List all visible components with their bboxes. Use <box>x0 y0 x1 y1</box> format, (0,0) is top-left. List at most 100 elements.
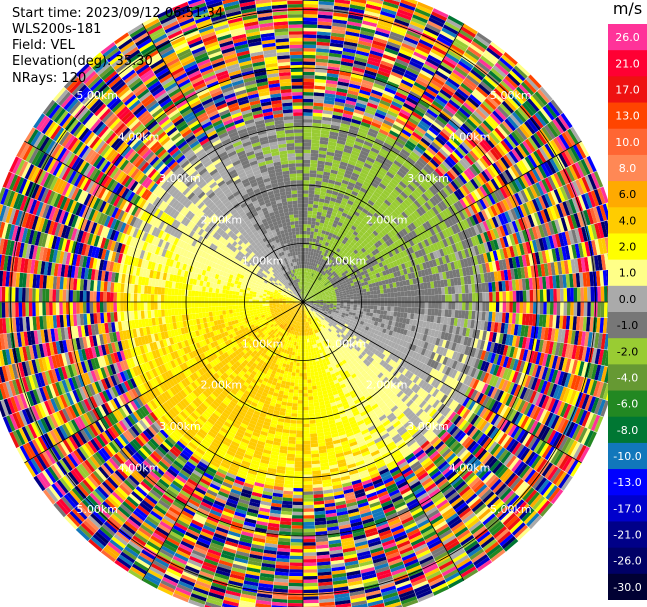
velocity-gate <box>531 338 538 351</box>
velocity-gate <box>309 365 314 370</box>
velocity-gate <box>459 434 469 445</box>
velocity-gate <box>560 372 568 387</box>
velocity-gate <box>574 345 581 360</box>
velocity-gate <box>553 451 564 466</box>
velocity-gate <box>365 315 370 320</box>
velocity-gate <box>583 302 588 317</box>
velocity-gate <box>550 489 564 505</box>
velocity-gate <box>502 406 512 419</box>
velocity-gate <box>419 389 427 398</box>
velocity-gate <box>406 389 414 397</box>
velocity-gate <box>322 305 327 307</box>
velocity-gate <box>306 335 309 339</box>
velocity-gate <box>417 354 424 362</box>
velocity-gate <box>573 302 578 316</box>
velocity-gate <box>505 394 514 407</box>
velocity-gate <box>492 302 497 312</box>
velocity-gate <box>313 395 319 400</box>
velocity-gate <box>363 305 368 309</box>
velocity-gate <box>384 302 388 307</box>
velocity-gate <box>571 424 582 440</box>
velocity-gate <box>429 351 436 360</box>
velocity-gate <box>428 336 434 344</box>
velocity-gate <box>509 302 513 313</box>
velocity-gate <box>405 318 410 325</box>
velocity-gate <box>376 309 381 315</box>
velocity-gate <box>497 466 509 479</box>
velocity-gate <box>574 330 580 345</box>
velocity-gate <box>502 345 509 356</box>
velocity-gate <box>329 307 333 310</box>
velocity-gate <box>586 316 591 332</box>
velocity-gate <box>482 453 493 465</box>
velocity-gate <box>438 323 444 332</box>
velocity-gate <box>322 320 326 324</box>
velocity-gate <box>400 312 404 318</box>
velocity-gate <box>419 371 427 380</box>
velocity-gate <box>362 311 367 316</box>
velocity-gate <box>303 373 307 377</box>
velocity-gate <box>536 440 547 455</box>
velocity-gate <box>478 302 483 312</box>
velocity-gate <box>295 345 299 350</box>
velocity-gate <box>530 455 542 469</box>
velocity-gate <box>467 412 477 424</box>
velocity-gate <box>303 471 312 475</box>
velocity-gate <box>468 302 473 311</box>
velocity-gate <box>538 352 545 366</box>
velocity-gate <box>570 441 581 458</box>
velocity-gate <box>473 368 481 379</box>
velocity-gate <box>398 392 407 400</box>
velocity-gate <box>508 457 520 471</box>
velocity-gate <box>509 346 515 358</box>
velocity-gate <box>480 360 487 371</box>
velocity-gate <box>373 321 379 326</box>
velocity-gate <box>430 329 436 337</box>
velocity-gate <box>562 315 567 330</box>
velocity-gate <box>294 382 299 387</box>
velocity-gate <box>507 382 515 394</box>
velocity-gate <box>327 318 332 322</box>
velocity-gate <box>303 596 319 600</box>
velocity-gate <box>376 340 382 346</box>
velocity-gate <box>401 334 407 341</box>
velocity-gate <box>448 325 454 334</box>
velocity-gate <box>440 394 448 404</box>
velocity-gate <box>288 582 303 587</box>
velocity-gate <box>521 508 535 522</box>
velocity-gate <box>404 323 409 330</box>
velocity-gate <box>307 379 312 384</box>
velocity-gate <box>373 338 379 345</box>
velocity-gate <box>561 456 573 472</box>
velocity-gate <box>453 391 462 402</box>
velocity-gate <box>339 318 344 322</box>
velocity-gate <box>402 361 409 369</box>
velocity-gate <box>490 321 495 332</box>
velocity-gate <box>359 320 365 325</box>
velocity-gate <box>377 305 381 310</box>
velocity-gate <box>561 357 568 372</box>
velocity-gate <box>496 343 502 355</box>
velocity-gate <box>484 311 489 322</box>
velocity-gate <box>303 454 312 458</box>
velocity-gate <box>334 320 339 325</box>
velocity-gate <box>428 376 435 385</box>
velocity-gate <box>296 437 303 441</box>
velocity-gate <box>314 309 318 312</box>
velocity-gate <box>303 528 316 533</box>
velocity-gate <box>461 436 472 447</box>
velocity-gate <box>460 363 468 374</box>
velocity-gate <box>367 302 371 306</box>
velocity-gate <box>393 326 398 333</box>
velocity-gate <box>393 362 400 370</box>
velocity-gate <box>424 328 429 336</box>
velocity-gate <box>431 378 438 387</box>
velocity-gate <box>445 349 452 358</box>
velocity-gate <box>295 454 303 458</box>
velocity-gate <box>315 312 319 316</box>
velocity-gate <box>285 470 295 475</box>
velocity-gate <box>501 379 509 392</box>
velocity-gate <box>385 351 391 358</box>
velocity-gate <box>450 390 459 400</box>
velocity-gate <box>441 339 447 348</box>
